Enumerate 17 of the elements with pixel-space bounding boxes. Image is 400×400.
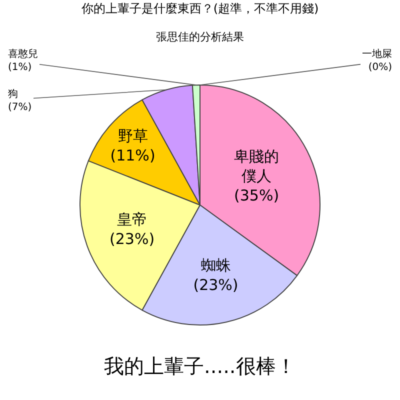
data-label: (35%) xyxy=(234,186,280,205)
slice-label: 蜘蛛 xyxy=(200,256,231,275)
data-label: (7%) xyxy=(8,102,32,113)
slice-label: 喜憨兒 xyxy=(8,48,38,60)
text: (0%) xyxy=(368,62,392,73)
chart-subtitle: 張思佳的分析結果 xyxy=(156,30,244,44)
data-label: (23%) xyxy=(110,230,155,248)
category-label: 一地屎 xyxy=(362,49,392,60)
slice-label: 皇帝 xyxy=(117,210,148,229)
slice-label: 野草 xyxy=(118,126,148,145)
slice-label: 狗 xyxy=(8,88,18,100)
data-label: (23%) xyxy=(193,276,238,294)
slice-label: 卑賤的僕人 xyxy=(234,148,280,186)
chart-title: 你的上輩子是什麼東西？(超準，不準不用錢) xyxy=(80,1,319,16)
data-label: (1%) xyxy=(8,62,32,73)
data-label: (11%) xyxy=(110,146,156,164)
text: 我的上輩子.....很棒！ xyxy=(104,354,296,378)
